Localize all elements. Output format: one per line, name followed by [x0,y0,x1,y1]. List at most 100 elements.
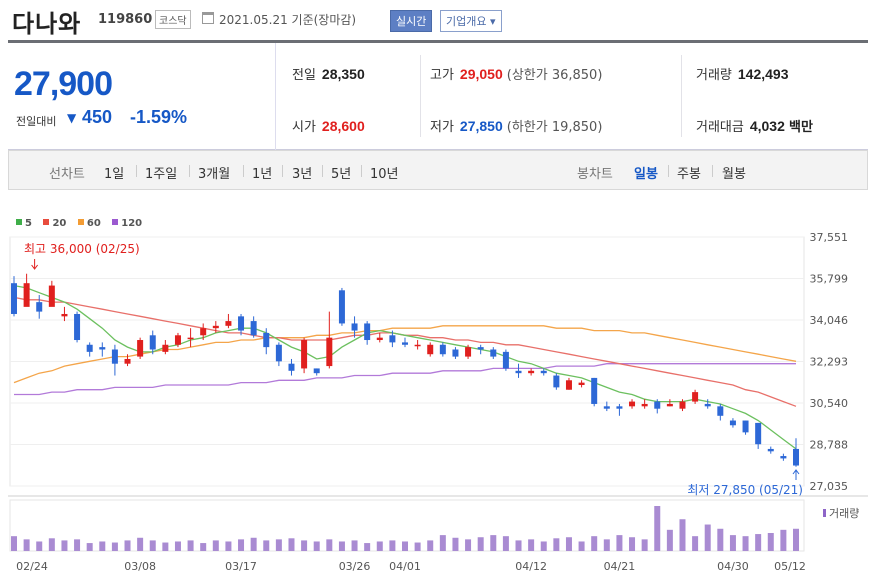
candle [540,370,547,374]
realtime-button[interactable]: 실시간 [390,10,433,32]
header-divider [8,40,868,43]
corp-info-dropdown[interactable]: 기업개요 ▾ [440,10,502,32]
volume-bar [376,541,383,551]
volume-bar [250,537,257,551]
volume-bar [275,539,282,551]
volume-bar [578,541,585,551]
legend-ma120: 120 [112,218,142,229]
y-tick-label: 27,035 [810,480,849,493]
candle [528,370,535,374]
period-1w[interactable]: 1주일 [145,167,178,182]
candle [200,328,207,336]
candle [364,323,371,341]
candle-weekly[interactable]: 주봉 [677,167,701,182]
candle [414,344,421,347]
y-tick-label: 34,046 [810,314,849,327]
candle [629,401,636,407]
volume-bar [553,538,560,551]
period-1y[interactable]: 1년 [252,167,273,182]
change-value: 450 [82,107,113,127]
x-tick-label: 03/17 [225,560,257,573]
candle [666,403,673,407]
candle [250,321,257,336]
volume-legend: 거래량 [829,507,859,520]
volume-bar [301,540,308,551]
low-annotation: 최저 27,850 (05/21) [687,483,803,497]
candle [553,375,560,388]
x-tick-label: 02/24 [16,560,48,573]
period-10y[interactable]: 10년 [370,167,399,182]
candle-monthly[interactable]: 월봉 [722,167,746,182]
line-chart-label: 선차트 [49,167,85,182]
volume-bar [439,535,446,551]
volume-bar [767,533,774,551]
volume-bar [666,529,673,551]
candle [465,347,472,357]
period-3m[interactable]: 3개월 [198,167,231,182]
candle [225,321,232,326]
candle [490,349,497,357]
volume-bar [111,542,118,551]
candle [313,368,320,374]
volume-bar [490,535,497,551]
period-3y[interactable]: 3년 [292,167,313,182]
candle [679,401,686,409]
volume-bar [540,541,547,551]
stock-header: 다나와 119860 코스닥 2021.05.21 기준(장마감) 실시간 기업… [0,0,869,43]
candle [263,332,270,348]
x-tick-label: 04/21 [604,560,636,573]
volume-bar [755,534,762,551]
volume-bar [717,528,724,551]
candle [338,290,345,324]
day-low: 저가 27,850 (하한가 19,850) [430,118,603,135]
volume-bar [502,536,509,551]
candle [326,337,333,367]
volume-bar [477,537,484,551]
prev-close: 전일 28,350 [292,66,365,83]
volume-bar [124,540,131,551]
candle [742,420,749,433]
high-annotation: 최고 36,000 (02/25) [24,242,140,256]
volume-bar [99,541,106,551]
volume-bar [616,535,623,551]
candle [174,335,181,345]
stock-code: 119860 [98,12,153,27]
candle [578,382,585,386]
volume-bar [528,539,535,551]
volume-bar [389,540,396,551]
period-1d[interactable]: 1일 [104,167,125,182]
volume-bar [187,540,194,551]
volume-bar [629,537,636,551]
y-tick-label: 32,293 [810,356,849,369]
candle [515,370,522,374]
candle [427,344,434,355]
candle [187,337,194,340]
y-tick-label: 30,540 [810,397,849,410]
candle-daily[interactable]: 일봉 [634,167,658,182]
volume-bar [238,539,245,551]
candle [275,344,282,362]
volume-bar [402,541,408,551]
volume-bar [679,519,686,551]
period-5y[interactable]: 5년 [331,167,352,182]
candle [301,340,308,369]
candle [162,344,169,352]
volume-bar [465,539,472,551]
ma-legend: 5 20 60 120 [16,218,150,229]
change-label: 전일대비 [16,115,57,128]
volume-bar [288,538,295,551]
candle [591,377,598,404]
candle [149,335,156,350]
current-price: 27,900 [14,65,113,103]
volume-legend-swatch [823,509,826,517]
volume-bar [11,536,17,551]
candle [351,323,358,331]
candle [439,344,446,355]
volume-bar [338,541,345,551]
candle [729,420,736,426]
candle [603,406,610,409]
stock-name: 다나와 [12,10,82,38]
volume-bar [174,541,181,551]
volume-bar [603,539,610,551]
